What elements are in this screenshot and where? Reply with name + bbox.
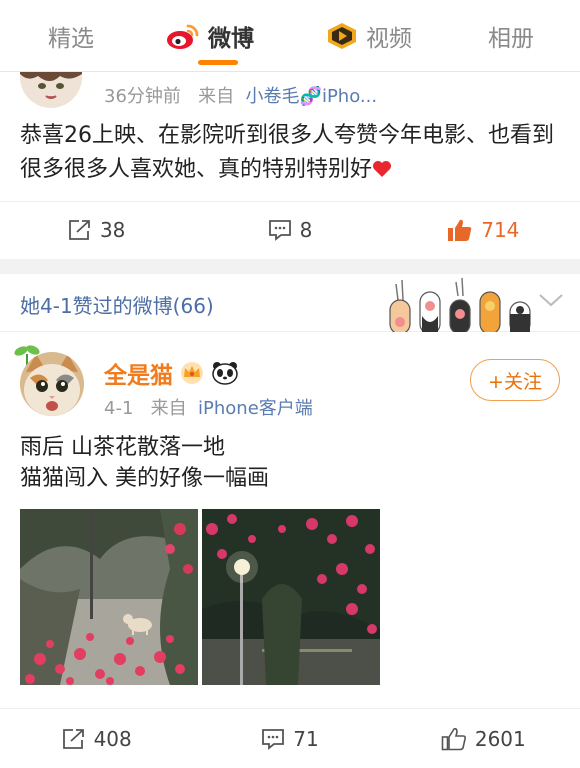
active-tab-indicator	[198, 60, 238, 65]
thumbs-up-icon	[441, 727, 466, 750]
liked-weibo-section-header[interactable]: 她4-1赞过的微博(66)	[0, 274, 580, 335]
post-time: 4-1	[104, 398, 134, 419]
post-text: 恭喜26上映、在影院听到很多人夸赞今年电影、也看到很多很多人喜欢她、真的特别特别…	[20, 119, 565, 189]
post-meta: 4-1 来自 iPhone客户端	[104, 394, 313, 420]
repost-button[interactable]: 38	[0, 202, 193, 257]
post-source[interactable]: iPhone客户端	[198, 398, 313, 419]
comment-icon	[268, 219, 291, 241]
avatar[interactable]	[20, 352, 84, 416]
post-card[interactable]: 36分钟前 来自 小卷毛🧬iPho... 恭喜26上映、在影院听到很多人夸赞今年…	[0, 60, 580, 259]
panda-badge-icon	[211, 361, 239, 385]
like-button[interactable]: 2601	[387, 709, 580, 768]
follow-button[interactable]: +关注	[470, 359, 560, 401]
username[interactable]: 全是猫	[104, 356, 239, 390]
post-meta: 36分钟前 来自 小卷毛🧬iPho...	[104, 82, 377, 108]
heart-emoji-icon	[372, 155, 392, 189]
post-time: 36分钟前	[104, 86, 181, 107]
repost-icon	[69, 219, 90, 240]
post-action-bar: 38 8 714	[0, 201, 580, 257]
repost-icon	[62, 728, 84, 749]
from-prefix: 来自	[198, 86, 235, 107]
cat-paws-decoration	[386, 276, 536, 340]
comment-icon	[262, 728, 285, 750]
chevron-down-icon[interactable]	[538, 292, 564, 312]
post-card[interactable]: 全是猫 4-1 来自 iPhone客户端 +关注 雨后 山茶花散落一地 猫猫闯入…	[0, 332, 580, 768]
post-photo[interactable]	[202, 509, 380, 685]
like-button[interactable]: 714	[387, 202, 580, 257]
repost-button[interactable]: 408	[0, 709, 193, 768]
post-action-bar: 408 71 2601	[0, 708, 580, 768]
post-photo[interactable]	[20, 509, 198, 685]
post-text: 雨后 山茶花散落一地 猫猫闯入 美的好像一幅画	[20, 435, 269, 491]
tab-album[interactable]: 相册	[488, 26, 534, 52]
from-prefix: 来自	[150, 398, 187, 419]
tab-featured[interactable]: 精选	[48, 26, 94, 52]
tab-video[interactable]: 视频	[326, 18, 412, 54]
section-title: 她4-1赞过的微博(66)	[20, 294, 214, 318]
comment-button[interactable]: 71	[193, 709, 386, 768]
thumbs-up-filled-icon	[448, 219, 472, 241]
video-badge-icon	[326, 22, 358, 50]
comment-button[interactable]: 8	[193, 202, 386, 257]
top-tab-bar: 精选 微博 视频 相册	[0, 0, 580, 72]
weibo-logo-icon	[166, 22, 200, 50]
crown-badge-icon	[179, 361, 205, 385]
tab-weibo[interactable]: 微博	[166, 18, 254, 54]
post-source[interactable]: 小卷毛🧬iPho...	[245, 86, 378, 107]
